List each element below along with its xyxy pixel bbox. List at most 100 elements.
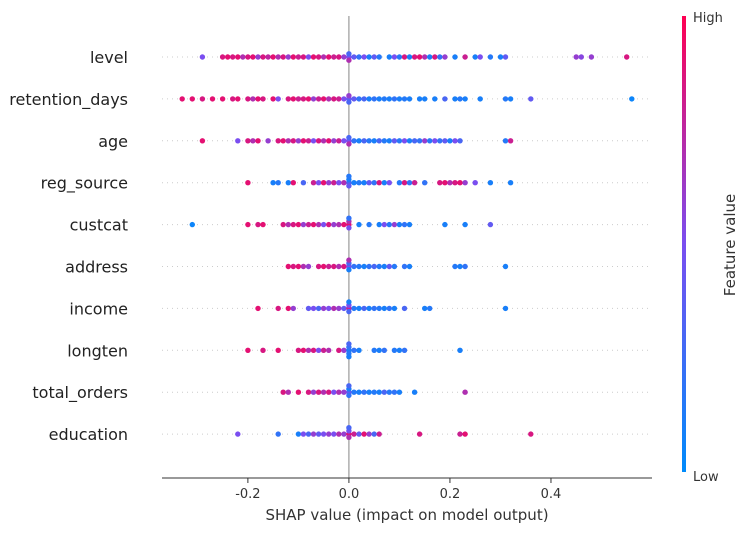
data-point — [401, 305, 408, 312]
data-point — [341, 305, 347, 312]
data-point — [270, 54, 276, 60]
data-point — [275, 96, 281, 102]
data-point — [376, 96, 382, 102]
data-point — [336, 180, 342, 186]
data-point — [346, 267, 352, 273]
data-point — [502, 96, 509, 102]
data-point — [381, 305, 387, 312]
data-point — [366, 263, 372, 270]
data-point — [245, 180, 251, 186]
data-point — [305, 138, 312, 144]
data-point — [310, 431, 317, 437]
colorbar-title: Feature value — [721, 194, 739, 296]
data-point — [432, 96, 438, 102]
data-point — [260, 347, 266, 353]
data-point — [346, 392, 352, 399]
data-point — [422, 305, 428, 312]
data-point — [290, 221, 296, 228]
data-point — [270, 180, 276, 186]
data-point — [437, 138, 443, 144]
data-point — [457, 431, 463, 437]
feature-label: longten — [67, 341, 128, 360]
data-point — [427, 138, 433, 144]
data-point — [477, 54, 483, 60]
data-point — [341, 96, 347, 102]
data-point — [295, 263, 302, 270]
data-point — [300, 221, 307, 228]
data-point — [341, 347, 347, 353]
data-point — [391, 389, 398, 395]
data-point — [320, 431, 327, 437]
data-point — [346, 299, 352, 305]
data-point — [310, 347, 317, 353]
data-point — [300, 347, 307, 353]
data-point — [487, 180, 494, 186]
data-point — [351, 389, 357, 395]
data-point — [422, 96, 428, 102]
data-point — [366, 96, 372, 102]
data-point — [452, 96, 458, 102]
data-point — [437, 54, 443, 60]
data-point — [219, 96, 226, 102]
data-point — [265, 54, 271, 60]
data-point — [447, 138, 453, 144]
data-point — [315, 180, 322, 186]
data-point — [315, 431, 322, 437]
data-point — [346, 308, 352, 315]
data-point — [356, 180, 362, 186]
data-point — [361, 305, 367, 312]
data-point — [305, 263, 312, 270]
data-point — [235, 54, 241, 60]
data-point — [406, 96, 413, 102]
data-point — [326, 180, 332, 186]
data-point — [386, 54, 392, 60]
data-point — [442, 221, 448, 228]
data-point — [391, 263, 398, 270]
feature-label: level — [90, 48, 128, 67]
data-point — [336, 431, 342, 437]
data-point — [219, 54, 226, 60]
data-point — [361, 96, 367, 102]
data-point — [376, 389, 382, 395]
data-point — [270, 96, 276, 102]
data-point — [381, 221, 387, 228]
data-points — [179, 51, 635, 440]
data-point — [411, 54, 418, 60]
data-point — [396, 96, 403, 102]
data-point — [351, 138, 357, 144]
data-point — [442, 54, 448, 60]
data-point — [310, 96, 317, 102]
data-point — [391, 54, 398, 60]
data-point — [477, 96, 483, 102]
data-point — [346, 57, 352, 63]
colorbar — [682, 16, 686, 472]
data-point — [427, 54, 433, 60]
data-point — [432, 54, 438, 60]
data-point — [341, 263, 347, 270]
data-point — [331, 389, 337, 395]
feature-label: income — [69, 299, 128, 318]
data-point — [411, 180, 418, 186]
data-point — [432, 138, 438, 144]
data-point — [326, 431, 332, 437]
data-point — [351, 347, 357, 353]
data-point — [457, 180, 463, 186]
data-point — [320, 54, 327, 60]
data-point — [386, 138, 392, 144]
data-point — [346, 134, 352, 141]
data-point — [260, 96, 266, 102]
x-ticks: -0.2 0.0 0.2 0.4 — [235, 478, 561, 502]
data-point — [406, 54, 413, 60]
data-point — [285, 305, 291, 312]
data-point — [315, 347, 322, 353]
data-point — [507, 138, 514, 144]
data-point — [416, 96, 423, 102]
data-point — [376, 305, 382, 312]
data-point — [346, 341, 352, 347]
data-point — [290, 96, 296, 102]
data-point — [507, 96, 514, 102]
data-point — [341, 180, 347, 186]
data-point — [366, 389, 372, 395]
data-point — [416, 431, 423, 437]
data-point — [346, 354, 352, 360]
